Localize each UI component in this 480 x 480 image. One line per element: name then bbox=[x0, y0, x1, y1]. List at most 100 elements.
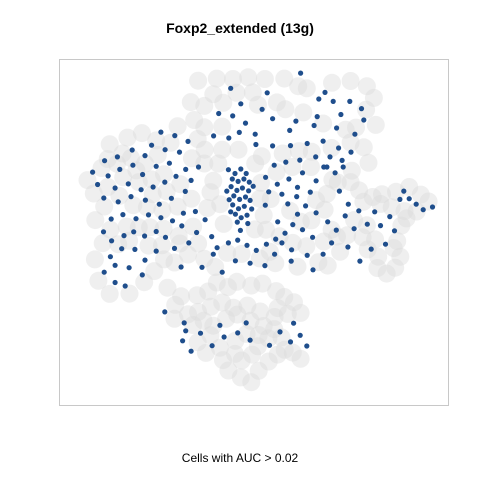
cell-point bbox=[294, 194, 300, 200]
background-cell bbox=[228, 305, 247, 324]
background-cell bbox=[209, 154, 228, 173]
cell-point bbox=[241, 176, 247, 182]
cell-point bbox=[156, 201, 162, 207]
background-cell bbox=[195, 118, 214, 137]
cell-point bbox=[228, 209, 234, 215]
background-cell bbox=[384, 239, 403, 257]
cell-point bbox=[140, 171, 146, 178]
cell-point bbox=[287, 127, 293, 133]
cell-point bbox=[166, 160, 172, 166]
cell-point bbox=[246, 179, 252, 185]
cell-point bbox=[195, 164, 202, 170]
cell-point bbox=[237, 227, 243, 233]
background-cell bbox=[181, 93, 200, 112]
background-cell bbox=[132, 124, 151, 143]
cell-point bbox=[291, 320, 297, 326]
background-cell bbox=[218, 243, 237, 262]
cell-point bbox=[158, 215, 164, 221]
cell-point bbox=[279, 240, 285, 246]
background-cell bbox=[231, 368, 250, 387]
cell-point bbox=[279, 191, 285, 197]
cell-point bbox=[241, 203, 247, 209]
background-cell bbox=[242, 373, 261, 392]
background-cell bbox=[166, 295, 185, 314]
cell-point bbox=[188, 177, 194, 183]
cell-point bbox=[311, 122, 317, 129]
cell-point bbox=[377, 223, 384, 229]
cell-point bbox=[274, 181, 280, 187]
background-cell bbox=[145, 262, 164, 281]
background-cell bbox=[214, 351, 232, 370]
cell-point bbox=[262, 263, 268, 269]
background-cell bbox=[371, 194, 390, 213]
background-cell bbox=[395, 202, 414, 221]
cell-point bbox=[237, 196, 243, 202]
cell-point bbox=[100, 229, 107, 235]
plot-frame bbox=[59, 59, 449, 406]
cell-point bbox=[289, 247, 295, 253]
cell-point bbox=[387, 214, 393, 220]
cell-point bbox=[316, 96, 322, 102]
cell-point bbox=[351, 226, 357, 232]
background-cell bbox=[89, 271, 108, 290]
cell-point bbox=[357, 258, 363, 264]
cell-point bbox=[297, 332, 303, 338]
cell-point bbox=[313, 210, 319, 216]
background-cell bbox=[211, 195, 230, 214]
cell-point bbox=[128, 194, 134, 200]
cell-point bbox=[112, 279, 118, 286]
background-cell bbox=[278, 304, 297, 323]
background-cell bbox=[248, 337, 267, 356]
background-cell bbox=[207, 273, 226, 292]
background-cell bbox=[110, 186, 129, 205]
cell-point bbox=[183, 328, 189, 334]
cell-point bbox=[304, 343, 310, 349]
background-cell bbox=[289, 77, 308, 96]
cell-point bbox=[259, 106, 265, 112]
background-cell bbox=[342, 161, 361, 180]
cell-point bbox=[277, 329, 283, 335]
cell-point bbox=[275, 219, 281, 225]
background-cell bbox=[314, 114, 333, 133]
background-cell bbox=[249, 361, 268, 380]
cell-point bbox=[324, 164, 330, 170]
background-cell bbox=[188, 286, 206, 305]
background-cell bbox=[338, 226, 357, 245]
cell-point bbox=[107, 254, 113, 260]
background-cell bbox=[189, 302, 208, 321]
background-cell bbox=[213, 293, 232, 312]
background-cell bbox=[169, 227, 188, 245]
cell-point bbox=[310, 267, 316, 273]
background-cell bbox=[188, 333, 207, 352]
background-cell bbox=[214, 214, 233, 233]
cell-point bbox=[249, 206, 255, 212]
background-cell bbox=[122, 149, 140, 167]
background-cell bbox=[382, 198, 401, 217]
cell-point bbox=[219, 269, 225, 275]
background-cell bbox=[291, 349, 310, 368]
background-cell bbox=[238, 296, 257, 315]
cell-point bbox=[330, 98, 336, 104]
background-cell bbox=[266, 254, 285, 273]
cell-point bbox=[313, 178, 319, 184]
cell-point bbox=[225, 167, 231, 173]
cell-point bbox=[171, 245, 178, 251]
background-cell bbox=[386, 258, 405, 277]
cell-point bbox=[95, 181, 101, 188]
x-axis-label: Cells with AUC > 0.02 bbox=[181, 451, 299, 465]
background-cell bbox=[407, 202, 426, 221]
background-cell bbox=[78, 171, 97, 190]
cell-point bbox=[133, 216, 139, 222]
cell-point bbox=[290, 222, 296, 228]
background-cell bbox=[359, 153, 378, 172]
cell-point bbox=[271, 162, 277, 168]
cell-point bbox=[262, 202, 268, 208]
background-cell bbox=[259, 329, 278, 348]
cell-point bbox=[231, 193, 237, 199]
cell-point bbox=[282, 230, 288, 236]
cell-point bbox=[130, 162, 136, 168]
background-cell bbox=[272, 328, 291, 347]
cell-point bbox=[197, 330, 204, 336]
cell-point bbox=[232, 258, 238, 264]
background-cell bbox=[245, 220, 264, 239]
